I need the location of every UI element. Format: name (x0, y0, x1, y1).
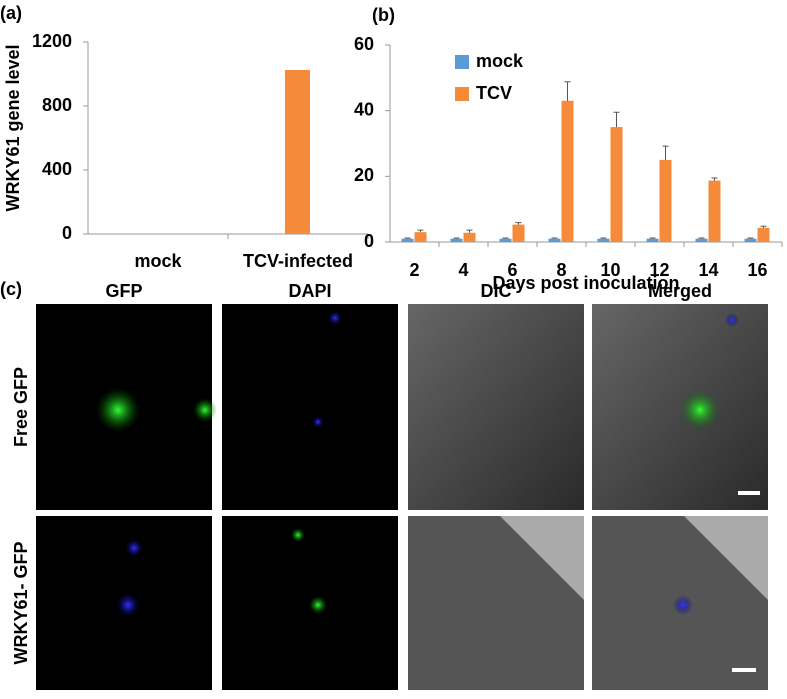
y-tick-label: 0 (364, 231, 374, 251)
y-tick-label: 40 (354, 99, 374, 119)
image (222, 304, 398, 510)
bar (709, 181, 721, 242)
bar (611, 127, 623, 242)
bar (500, 239, 512, 242)
legend-swatch (455, 87, 469, 101)
error-bar (699, 238, 705, 239)
y-tick-label: 400 (42, 159, 72, 179)
error-bar (601, 238, 607, 239)
x-tick-label: 8 (556, 260, 566, 280)
y-axis-label: WRKY61 gene level (3, 44, 23, 211)
micrographs (36, 304, 768, 690)
error-bar (503, 238, 509, 239)
bar (513, 225, 525, 242)
y-tick-label: 20 (354, 165, 374, 185)
bar (696, 239, 708, 242)
signal (96, 388, 140, 432)
y-tick-label: 0 (62, 223, 72, 243)
error-bar (516, 223, 522, 225)
signal (125, 539, 143, 557)
x-tick-label: 10 (600, 260, 620, 280)
signal (193, 398, 217, 422)
image (408, 304, 584, 510)
row-label: WRKY61- GFP (11, 541, 31, 664)
legend-swatch (455, 55, 469, 69)
y-tick-label: 1200 (32, 31, 72, 51)
x-tick-label: 16 (747, 260, 767, 280)
error-bar (552, 238, 558, 239)
signal (725, 313, 739, 327)
row-label: Free GFP (11, 367, 31, 447)
signal (309, 596, 327, 614)
error-bar (467, 230, 473, 233)
bar (549, 239, 561, 242)
bar (598, 239, 610, 242)
y-tick-label: 60 (354, 34, 374, 54)
column-label: DAPI (288, 281, 331, 301)
bar (660, 160, 672, 242)
signal (291, 528, 305, 542)
x-tick-label: 12 (649, 260, 669, 280)
error-bar (418, 230, 424, 232)
error-bar (454, 238, 460, 239)
x-tick-label: 2 (409, 260, 419, 280)
x-tick-label: 4 (458, 260, 468, 280)
image (592, 304, 768, 510)
bar (647, 239, 659, 242)
error-bar (565, 82, 571, 101)
column-label: GFP (105, 281, 142, 301)
x-tick-label: 6 (507, 260, 517, 280)
bar (464, 233, 476, 242)
panel-label: (b) (372, 5, 395, 25)
legend-label: mock (476, 51, 524, 71)
panel-label: (c) (0, 279, 22, 299)
bar (285, 70, 310, 234)
x-tick-label: mock (134, 251, 182, 271)
panel-label: (a) (0, 3, 22, 23)
error-bar (650, 238, 656, 239)
x-tick-label: TCV-infected (243, 251, 353, 271)
error-bar (748, 238, 754, 239)
bar (415, 232, 427, 242)
error-bar (712, 178, 718, 181)
x-tick-label: 14 (698, 260, 718, 280)
error-bar (663, 146, 669, 160)
bar (745, 239, 757, 242)
bar (451, 239, 463, 242)
error-bar (405, 238, 411, 239)
signal (673, 595, 693, 615)
error-bar (761, 226, 767, 228)
y-tick-label: 800 (42, 95, 72, 115)
signal (680, 390, 720, 430)
legend-label: TCV (476, 83, 512, 103)
bar (562, 101, 574, 242)
error-bar (614, 112, 620, 127)
bar (758, 228, 770, 242)
signal (312, 416, 324, 428)
signal (116, 593, 140, 617)
bar (402, 239, 414, 242)
signal (328, 311, 342, 325)
